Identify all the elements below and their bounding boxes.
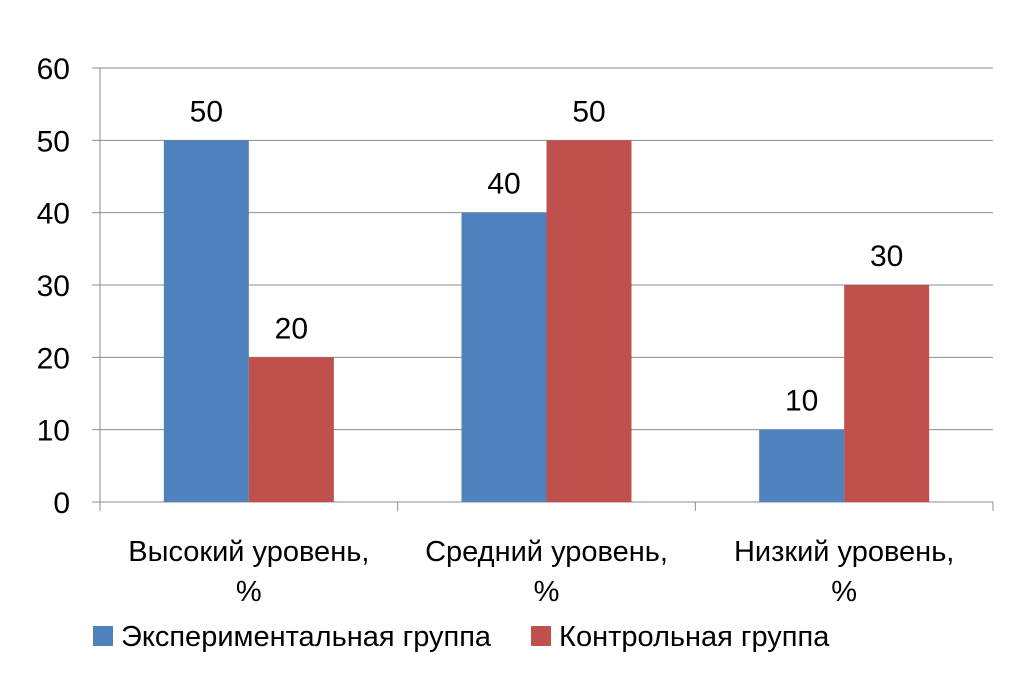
bar-value-label: 40 [487, 168, 520, 201]
category-labels: Высокий уровень,% Средний уровень,% Низкий… [128, 536, 954, 608]
bar-value-label: 30 [870, 240, 903, 273]
bar-value-label: 10 [785, 385, 818, 418]
bar [759, 429, 845, 502]
y-tick-label: 20 [37, 342, 70, 375]
legend-swatch [531, 626, 552, 646]
bar [844, 285, 930, 502]
bar-value-label: 50 [190, 95, 223, 128]
data-labels: 50 20 40 50 10 30 [190, 95, 904, 417]
legend-label: Экспериментальная группа [121, 621, 492, 653]
x-category-label: Низкий уровень, [734, 536, 954, 568]
x-category-label: Высокий уровень, [128, 536, 369, 568]
bar [163, 140, 249, 503]
x-category-label: % [534, 576, 560, 608]
y-tick-label: 0 [53, 487, 70, 520]
x-category-label: % [831, 576, 857, 608]
bar [248, 357, 334, 502]
x-category-label: % [236, 576, 262, 608]
bar-value-label: 20 [275, 312, 308, 345]
bar-value-label: 50 [572, 95, 605, 128]
legend-label: Контрольная группа [559, 621, 830, 653]
y-tick-label: 40 [37, 198, 70, 231]
legend-swatch [93, 626, 113, 646]
bars [163, 140, 930, 503]
y-tick-label: 50 [37, 125, 70, 158]
bar [461, 212, 547, 502]
axes: 0 10 20 30 40 50 60 [37, 53, 994, 520]
y-tick-label: 30 [37, 270, 70, 303]
y-tick-label: 10 [37, 415, 70, 448]
legend: Экспериментальная группа Контрольная груп… [93, 621, 830, 653]
bar [546, 140, 632, 503]
y-tick-label: 60 [37, 53, 70, 86]
x-category-label: Средний уровень, [425, 536, 668, 568]
